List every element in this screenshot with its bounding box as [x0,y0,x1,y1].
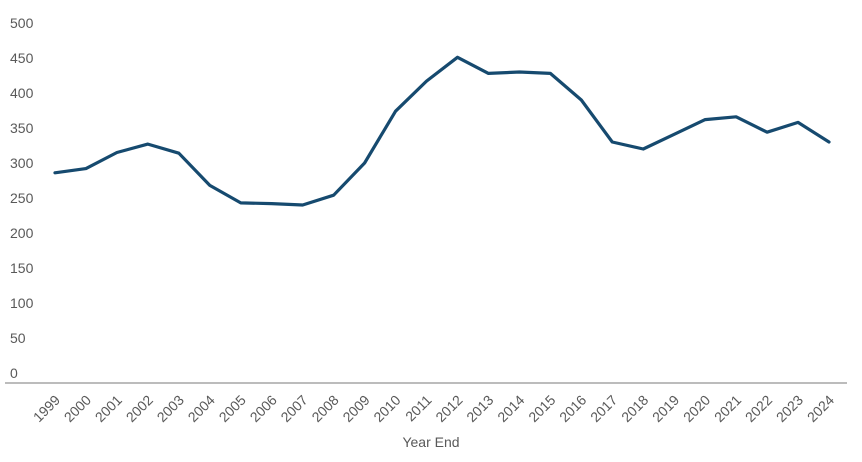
x-tick-label: 2013 [463,392,496,425]
y-tick-label: 200 [10,225,34,241]
y-tick-label: 500 [10,15,34,31]
y-axis-labels: 0 50 100 150 200 250 300 350 400 450 500 [10,15,34,381]
y-tick-label: 250 [10,190,34,206]
x-tick-label: 2019 [649,392,682,425]
y-tick-label: 150 [10,260,34,276]
x-tick-label: 2018 [618,392,651,425]
x-tick-label: 2000 [61,392,94,425]
x-axis-labels: 1999200020012002200320042005200620072008… [30,392,837,425]
x-tick-label: 2003 [154,392,187,425]
x-tick-label: 2002 [123,392,156,425]
x-tick-label: 2021 [711,392,744,425]
x-tick-label: 2024 [804,392,837,425]
y-tick-label: 350 [10,120,34,136]
x-tick-label: 2016 [556,392,589,425]
x-tick-label: 2017 [587,392,620,425]
x-tick-label: 2009 [339,392,372,425]
x-tick-label: 2010 [370,392,403,425]
y-tick-label: 300 [10,155,34,171]
y-tick-label: 50 [10,330,26,346]
x-tick-label: 2004 [185,392,218,425]
x-tick-label: 2022 [742,392,775,425]
y-tick-label: 100 [10,295,34,311]
y-tick-label: 450 [10,50,34,66]
x-tick-label: 2008 [308,392,341,425]
x-tick-label: 2006 [246,392,279,425]
x-tick-label: 2023 [773,392,806,425]
y-tick-label: 0 [10,365,18,381]
x-tick-label: 2011 [402,392,435,425]
data-line [53,55,831,207]
x-tick-label: 2020 [680,392,713,425]
x-tick-label: 2001 [92,392,125,425]
x-tick-label: 2015 [525,392,558,425]
x-axis-title: Year End [402,434,459,450]
x-tick-label: 2012 [432,392,465,425]
x-tick-label: 2005 [216,392,249,425]
x-tick-label: 2007 [277,392,310,425]
x-tick-label: 2014 [494,392,527,425]
x-tick-label: 1999 [30,392,63,425]
y-tick-label: 400 [10,85,34,101]
